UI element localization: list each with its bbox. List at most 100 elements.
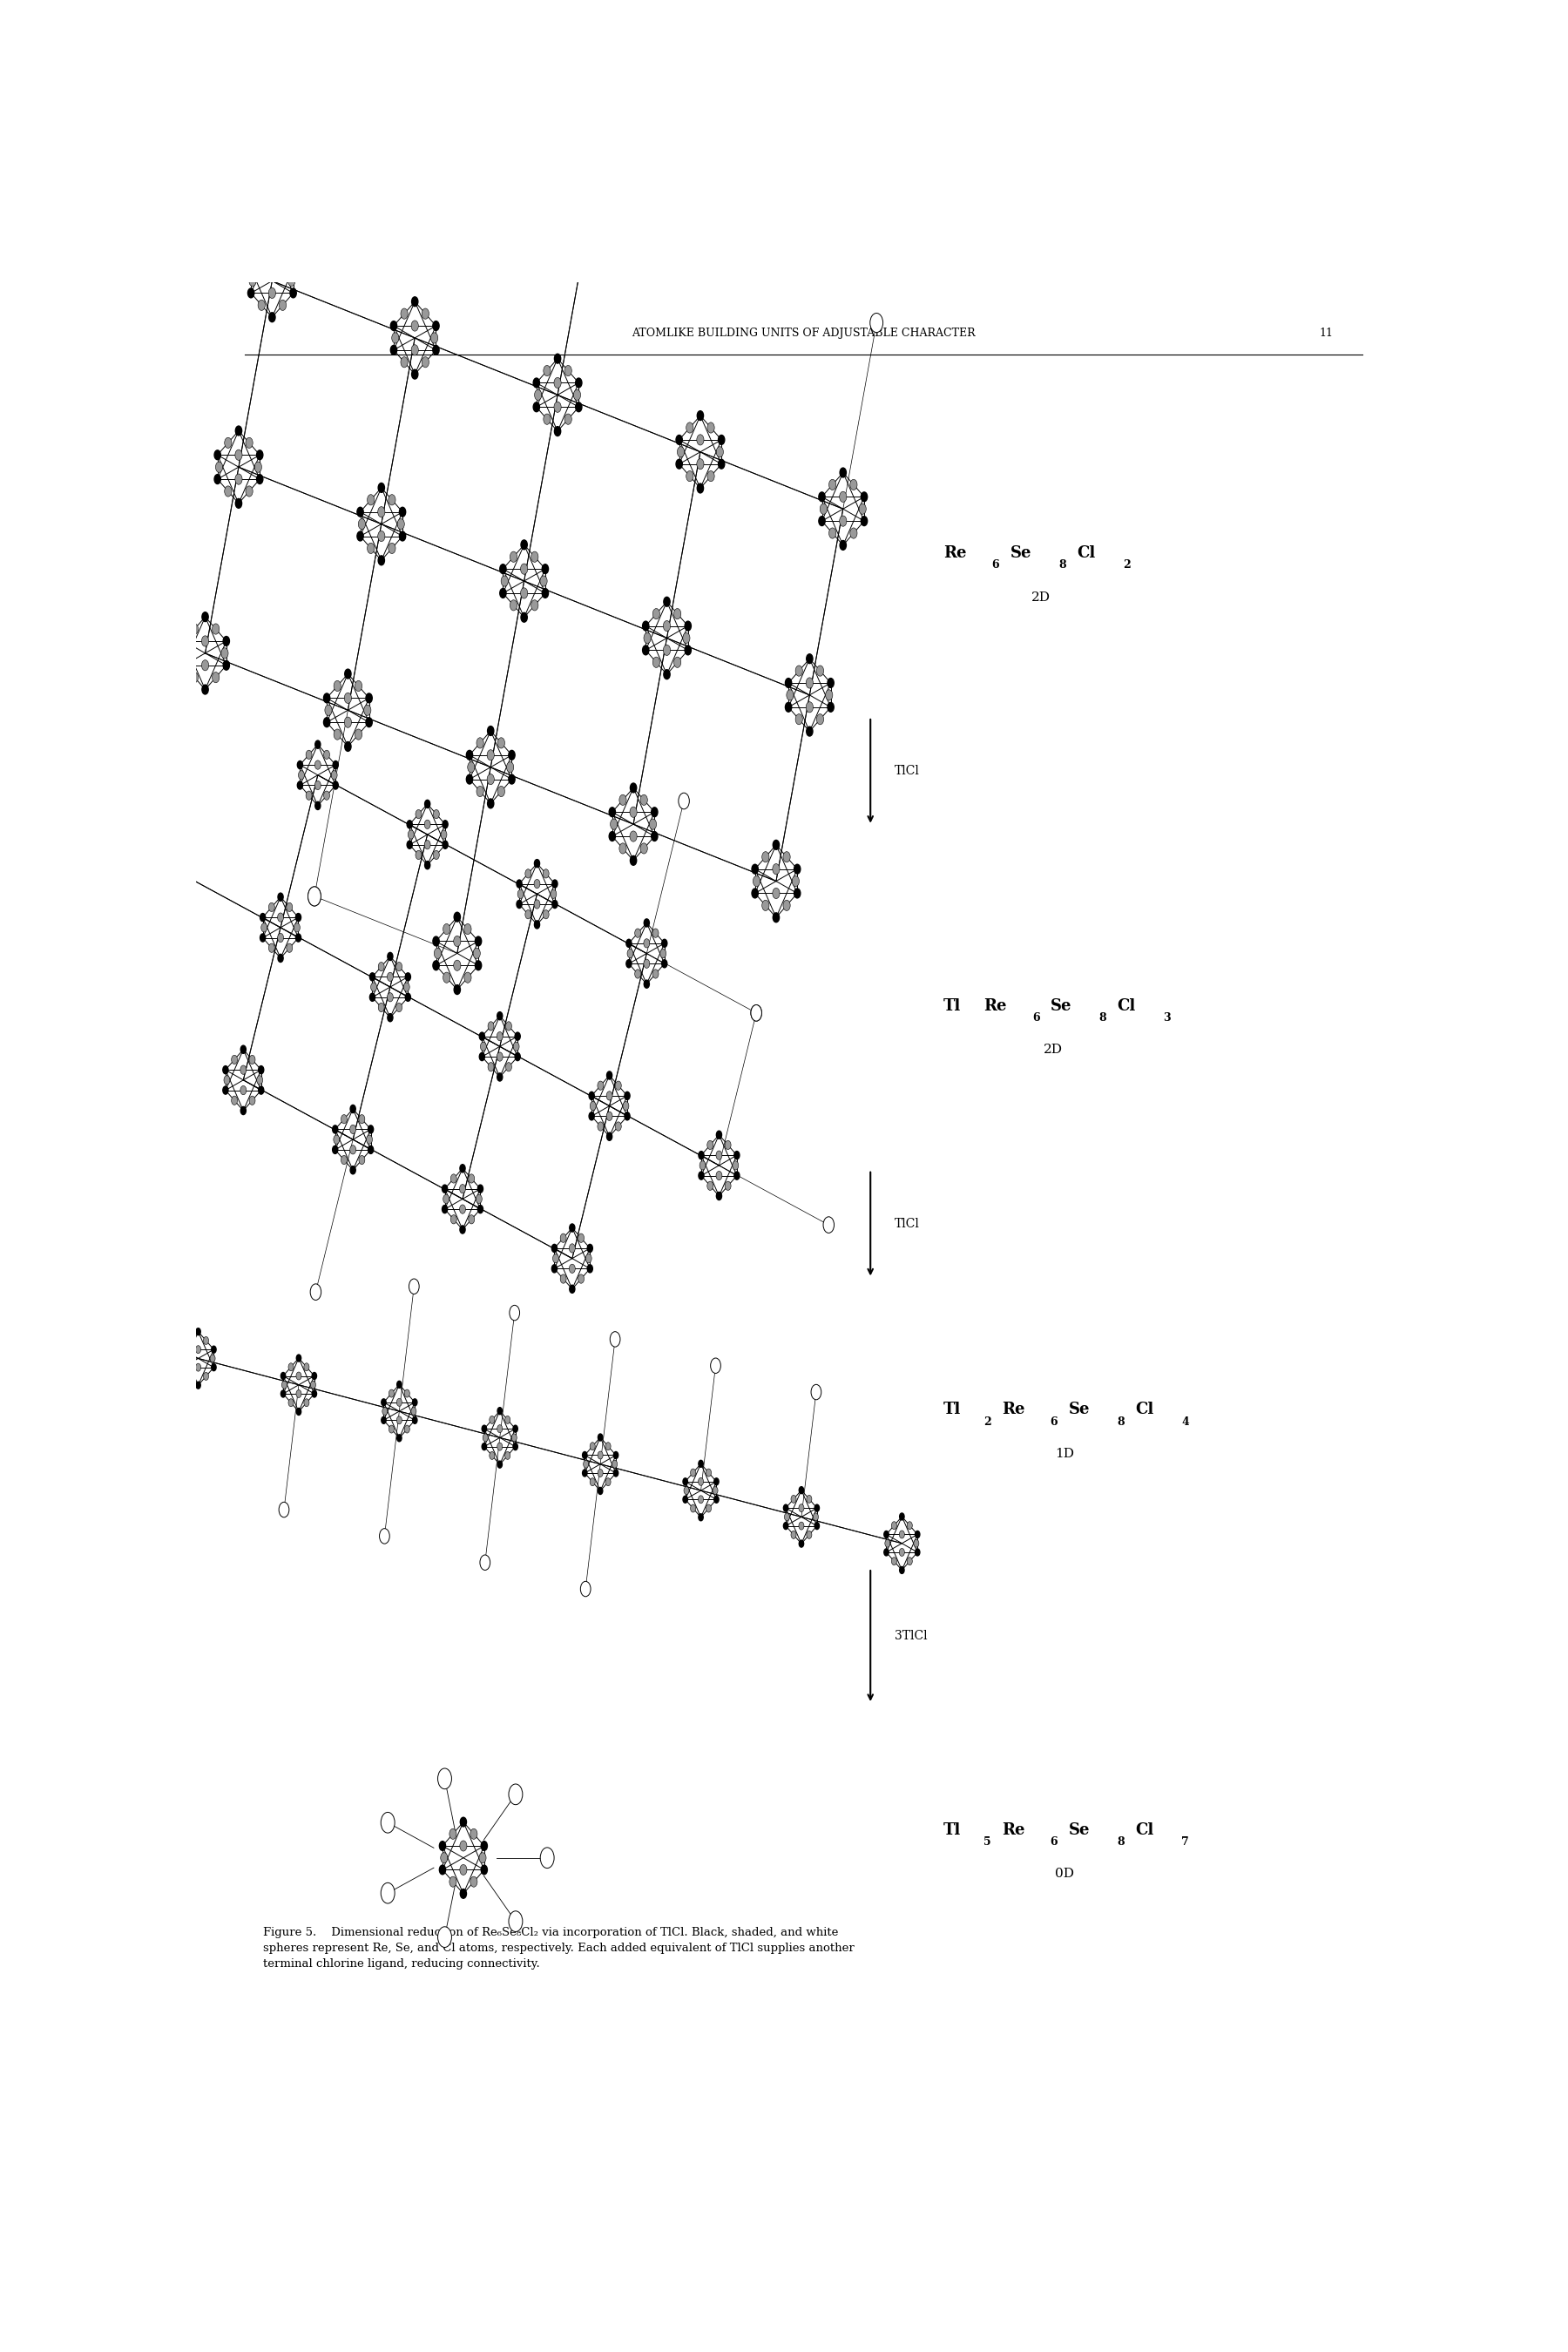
Circle shape [196,1364,201,1371]
Circle shape [397,1399,401,1406]
Circle shape [364,706,372,715]
Circle shape [643,960,649,969]
Circle shape [608,193,615,202]
Circle shape [287,943,293,953]
Circle shape [289,1399,293,1406]
Circle shape [111,1319,116,1327]
Circle shape [177,884,183,894]
Circle shape [416,809,422,818]
Circle shape [182,1355,187,1362]
Circle shape [734,1150,740,1160]
Circle shape [790,1531,797,1538]
Circle shape [564,365,572,376]
Circle shape [444,1195,448,1204]
Text: Cl: Cl [1135,1402,1154,1418]
Circle shape [455,985,461,995]
Circle shape [506,1021,511,1030]
Circle shape [307,887,321,906]
Circle shape [575,402,582,412]
Text: Tl: Tl [944,1823,961,1837]
Circle shape [488,1063,494,1073]
Circle shape [323,750,329,760]
Circle shape [651,833,657,842]
Circle shape [699,1162,706,1169]
Circle shape [698,1461,702,1468]
Circle shape [541,1849,554,1867]
Circle shape [257,449,263,459]
Circle shape [818,517,825,527]
Circle shape [168,833,174,842]
Circle shape [624,1091,630,1101]
Circle shape [397,1381,401,1388]
Circle shape [795,715,803,724]
Circle shape [679,793,690,809]
Circle shape [240,1087,246,1094]
Circle shape [180,1364,185,1371]
Circle shape [450,1174,456,1183]
Circle shape [568,205,575,214]
Circle shape [513,1444,517,1451]
Circle shape [643,938,649,948]
Circle shape [437,1926,452,1947]
Circle shape [916,1550,920,1555]
Circle shape [798,1503,804,1512]
Circle shape [310,1284,321,1301]
Text: Cl: Cl [1116,997,1135,1014]
Circle shape [168,894,174,903]
Circle shape [613,1470,618,1477]
Circle shape [103,1310,108,1317]
Circle shape [151,875,155,882]
Circle shape [378,532,386,541]
Circle shape [191,623,198,635]
Circle shape [425,821,431,828]
Circle shape [412,1416,417,1423]
Circle shape [630,830,637,842]
Circle shape [370,983,376,993]
Circle shape [444,971,450,983]
Circle shape [270,240,276,249]
Circle shape [652,929,659,938]
Circle shape [521,541,527,550]
Circle shape [682,633,690,644]
Circle shape [850,480,858,489]
Circle shape [411,320,419,332]
Circle shape [588,216,594,226]
Circle shape [459,1842,467,1851]
Circle shape [818,492,825,501]
Circle shape [717,1150,721,1160]
Circle shape [569,1223,575,1232]
Text: 6: 6 [1051,1837,1058,1849]
Circle shape [282,1381,287,1388]
Circle shape [323,717,329,727]
Circle shape [839,515,847,527]
Circle shape [676,459,682,468]
Circle shape [304,1364,309,1371]
Circle shape [215,475,221,485]
Circle shape [663,621,671,630]
Circle shape [397,520,405,529]
Circle shape [786,703,792,713]
Circle shape [630,807,637,818]
Circle shape [103,1345,108,1355]
Circle shape [442,821,448,828]
Circle shape [717,1131,721,1138]
Circle shape [411,1406,416,1416]
Circle shape [368,1145,373,1155]
Circle shape [588,1244,593,1251]
Circle shape [552,1265,557,1272]
Circle shape [340,1115,347,1124]
Circle shape [409,1279,419,1294]
Circle shape [713,1477,718,1484]
Circle shape [431,332,437,343]
Text: 6: 6 [1051,1416,1058,1428]
Circle shape [508,750,514,760]
Circle shape [717,1171,721,1181]
Circle shape [350,1105,356,1112]
Circle shape [345,741,351,750]
Circle shape [332,781,339,790]
Circle shape [405,974,411,981]
Circle shape [793,889,800,898]
Circle shape [488,800,494,809]
Circle shape [734,1171,740,1181]
Circle shape [96,1355,100,1362]
